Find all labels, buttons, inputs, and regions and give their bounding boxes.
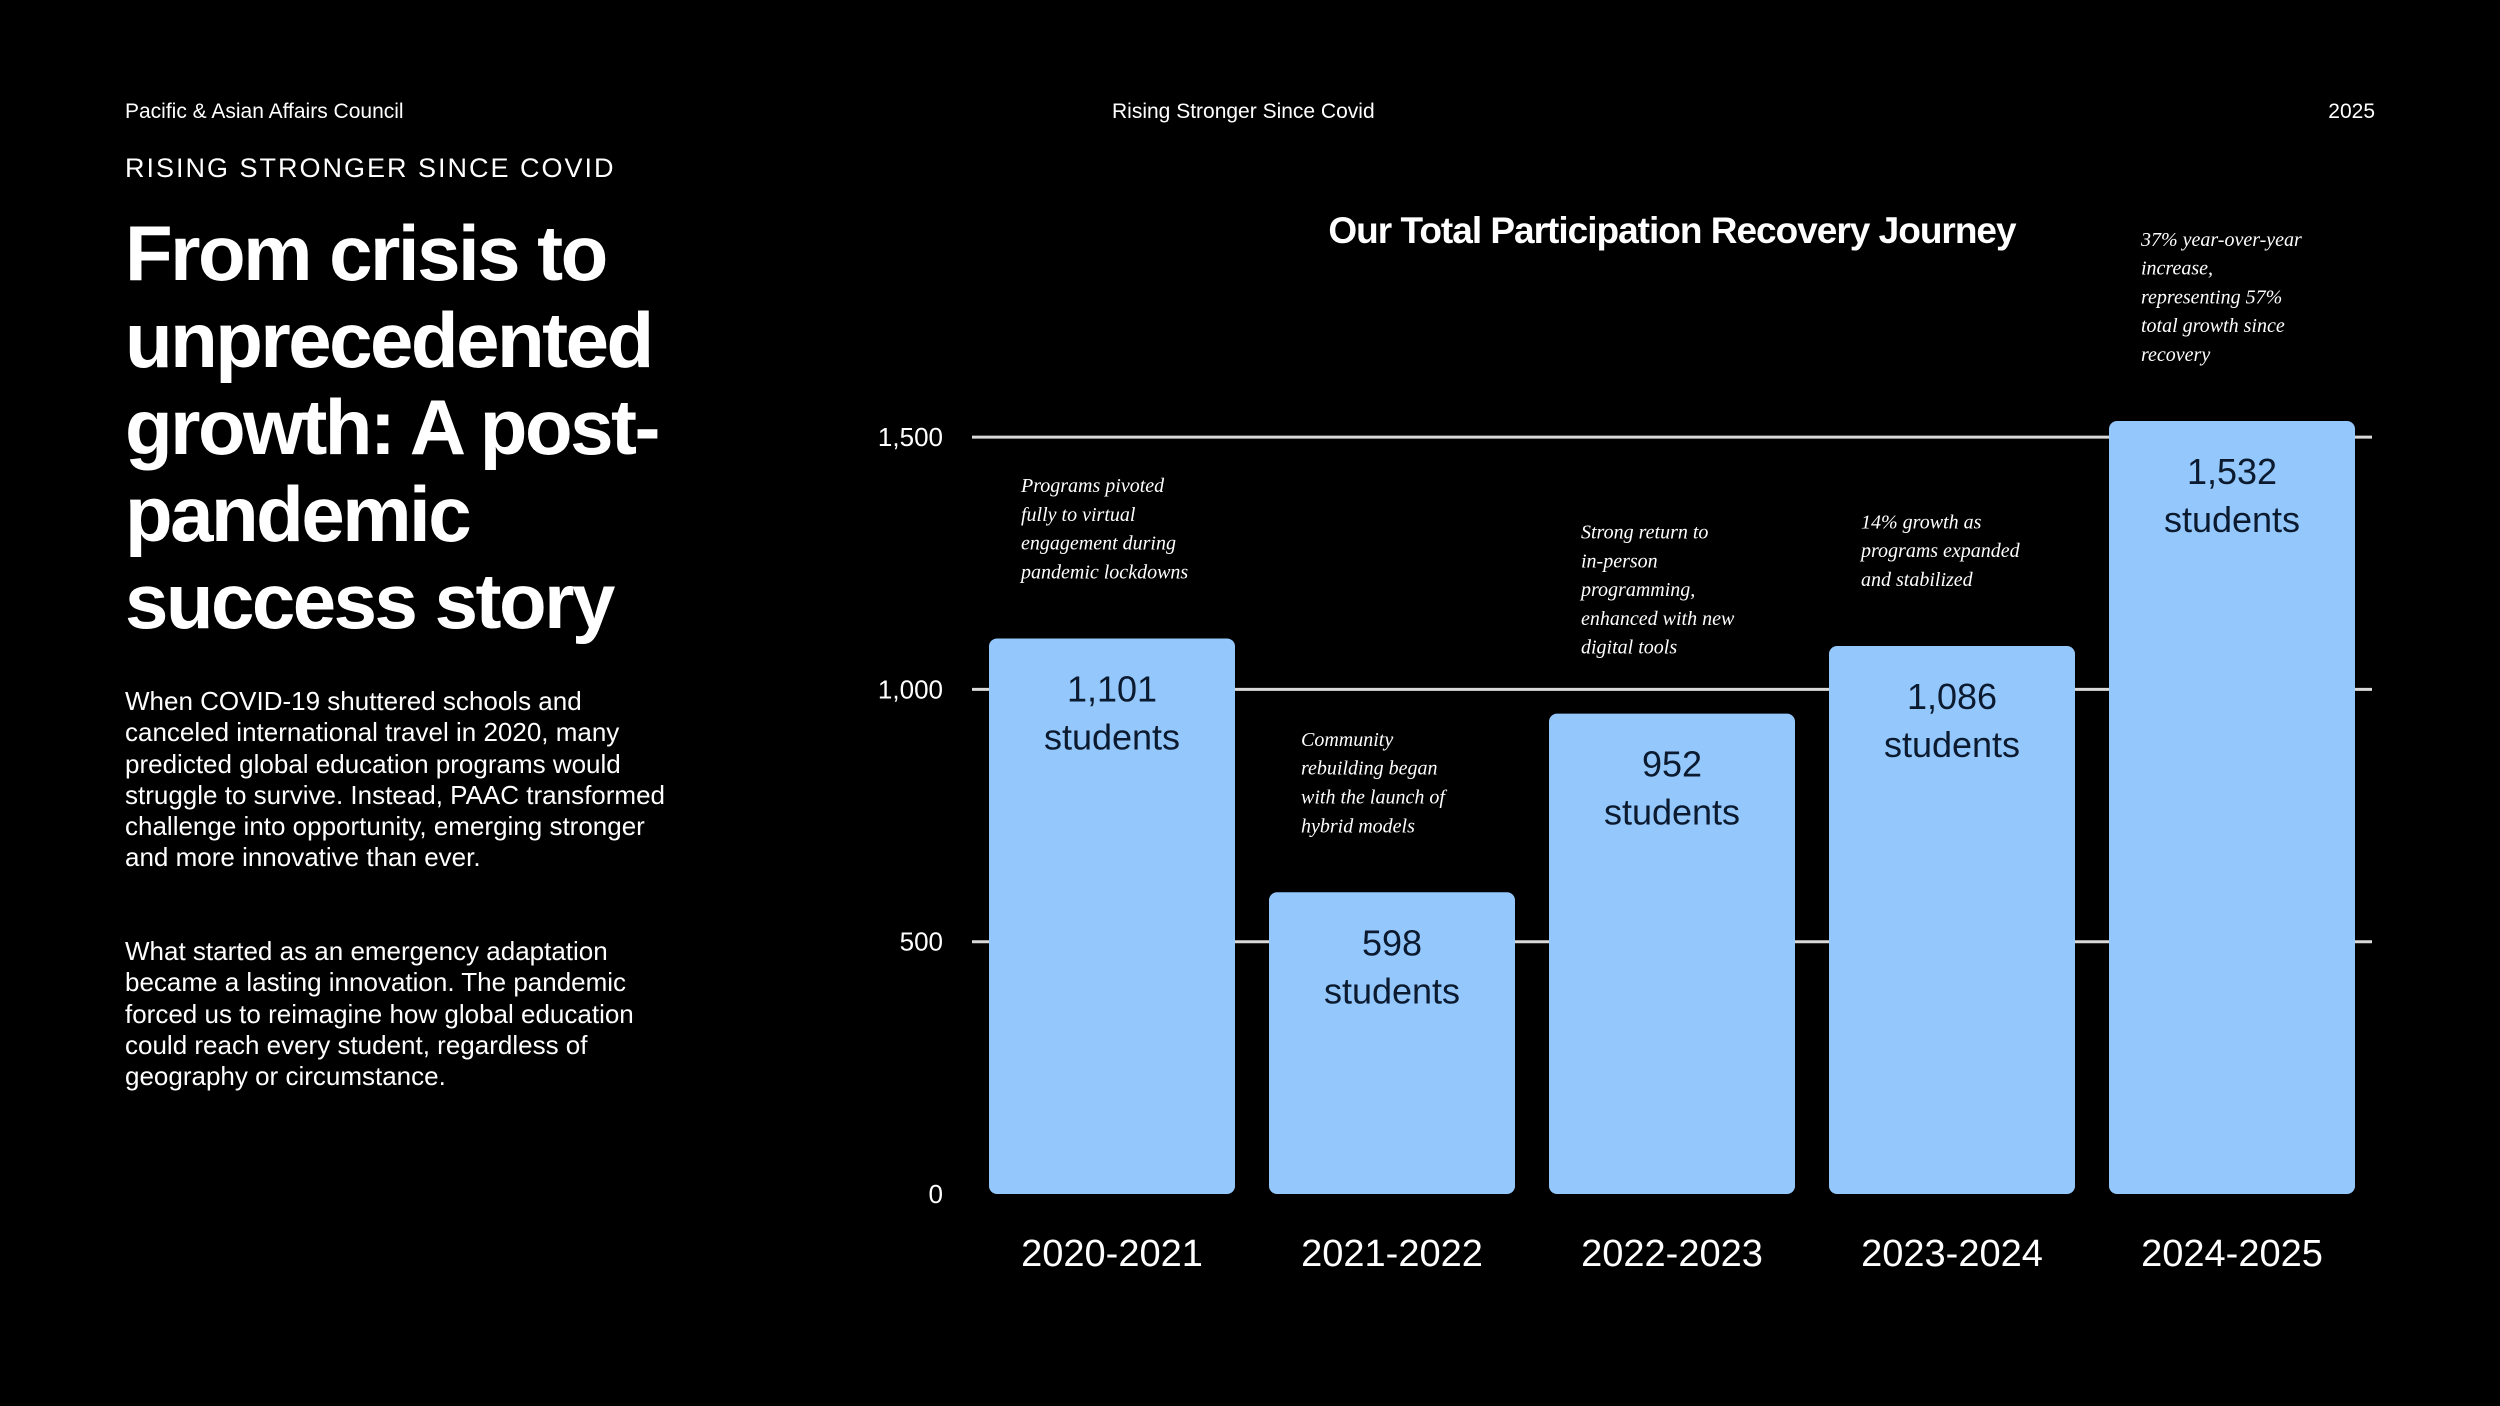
y-tick-label: 500	[900, 927, 943, 957]
body-paragraph-1: When COVID-19 shuttered schools and canc…	[125, 686, 665, 873]
bar-annotation-line: engagement during	[1021, 533, 1176, 555]
bar-annotation-line: in-person	[1581, 550, 1658, 572]
bar-annotation-line: with the launch of	[1301, 786, 1447, 808]
bar-value-label: students	[1604, 792, 1740, 833]
y-tick-label: 1,500	[878, 422, 943, 452]
bar-annotation-line: 14% growth as	[1861, 511, 1982, 533]
bar-annotation-line: Community	[1301, 729, 1393, 751]
y-tick-label: 0	[929, 1179, 943, 1209]
bar-annotation-line: 37% year-over-year	[2140, 229, 2302, 251]
bar-annotation-line: rebuilding began	[1301, 758, 1437, 780]
bar-annotation-line: fully to virtual	[1021, 504, 1136, 526]
x-category-label: 2022-2023	[1581, 1233, 1763, 1275]
bar-annotation-line: recovery	[2141, 344, 2210, 366]
bar-value-label: students	[1044, 716, 1180, 757]
x-category-label: 2021-2022	[1301, 1233, 1483, 1275]
bar-annotation-line: enhanced with new	[1581, 608, 1735, 630]
bar-value-label: 1,086	[1907, 676, 1997, 717]
bar-value-label: 952	[1642, 744, 1702, 785]
bar-value-label: 598	[1362, 922, 1422, 963]
chart-title: Our Total Participation Recovery Journey	[1328, 210, 2017, 251]
bar-annotation-line: and stabilized	[1861, 569, 1974, 591]
bar-annotation-line: Strong return to	[1581, 521, 1708, 543]
x-category-label: 2023-2024	[1861, 1233, 2043, 1275]
bar-annotation-line: increase,	[2141, 258, 2213, 280]
bar-2020-2021	[989, 638, 1235, 1194]
header-section-title: Rising Stronger Since Covid	[1112, 100, 1375, 123]
bar-value-label: 1,101	[1067, 668, 1157, 709]
bar-annotation-line: pandemic lockdowns	[1019, 561, 1188, 583]
bar-annotation-line: total growth since	[2141, 315, 2285, 337]
header-organization: Pacific & Asian Affairs Council	[125, 100, 404, 123]
bar-2022-2023	[1549, 713, 1795, 1194]
bar-value-label: 1,532	[2187, 451, 2277, 492]
bar-annotation-line: representing 57%	[2141, 286, 2282, 308]
x-category-label: 2020-2021	[1021, 1233, 1203, 1275]
bar-value-label: students	[2164, 499, 2300, 540]
y-tick-label: 1,000	[878, 674, 943, 704]
bar-2024-2025	[2109, 421, 2355, 1194]
bar-annotation-line: digital tools	[1581, 637, 1677, 659]
x-category-label: 2024-2025	[2141, 1233, 2323, 1275]
header-year: 2025	[2328, 100, 2375, 123]
body-paragraph-2: What started as an emergency adaptation …	[125, 936, 634, 1092]
bar-value-label: students	[1324, 970, 1460, 1011]
bar-2023-2024	[1829, 646, 2075, 1194]
bar-2021-2022	[1269, 892, 1515, 1194]
page-headline: From crisis to unprecedented growth: A p…	[125, 209, 660, 645]
bar-annotation-line: Programs pivoted	[1020, 475, 1165, 497]
bar-annotation-line: programs expanded	[1859, 540, 2021, 562]
kicker-label: RISING STRONGER SINCE COVID	[125, 153, 616, 183]
bar-annotation-line: hybrid models	[1301, 815, 1415, 837]
bar-value-label: students	[1884, 724, 2020, 765]
bar-annotation-line: programming,	[1579, 579, 1695, 601]
